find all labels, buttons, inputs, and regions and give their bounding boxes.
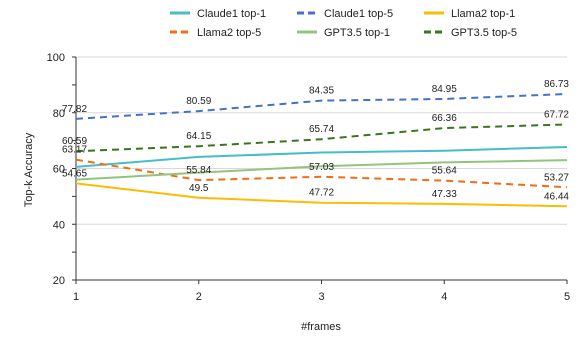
legend-item: Llama2 top-1 — [424, 8, 515, 20]
data-label: 46.44 — [544, 191, 569, 202]
data-label: 84.35 — [309, 86, 334, 97]
series-line — [75, 159, 568, 181]
y-tick-label: 80 — [53, 108, 65, 120]
legend: Claude1 top-1 Claude1 top-5 Llama2 top-1 Ll… — [170, 8, 517, 39]
legend-label: Claude1 top-1 — [197, 8, 266, 20]
data-label: 63.17 — [62, 145, 87, 156]
data-label: 54.65 — [62, 168, 87, 179]
legend-label: GPT3.5 top-1 — [324, 27, 390, 39]
data-label: 65.74 — [309, 124, 334, 135]
series-line — [75, 158, 568, 189]
legend-label: GPT3.5 top-5 — [451, 27, 517, 39]
data-labels: 77.82 80.59 84.35 84.95 86.73 54.65 49.5 47.72 4… — [62, 79, 569, 202]
legend-item: GPT3.5 top-5 — [424, 27, 517, 39]
legend-item: Llama2 top-5 — [170, 27, 261, 39]
data-label: 55.84 — [186, 165, 211, 176]
x-tick-label: 3 — [318, 291, 324, 303]
y-tick-label: 60 — [53, 164, 65, 176]
series-line — [75, 123, 568, 153]
data-label: 80.59 — [186, 96, 211, 107]
x-tick-label: 5 — [564, 291, 570, 303]
data-label: 57.03 — [309, 162, 334, 173]
legend-label: Llama2 top-5 — [197, 27, 261, 39]
data-label: 67.72 — [544, 109, 569, 120]
axes: 20 40 60 80 100 1 2 3 4 5 — [47, 52, 570, 303]
legend-label: Claude1 top-5 — [324, 8, 393, 20]
y-tick-label: 40 — [53, 219, 65, 231]
data-label: 47.72 — [309, 188, 334, 199]
series-line — [75, 92, 568, 120]
series-line — [75, 145, 568, 168]
data-label: 49.5 — [189, 183, 209, 194]
data-label: 60.59 — [62, 136, 87, 147]
legend-item: Claude1 top-5 — [297, 8, 393, 20]
data-label: 53.27 — [544, 172, 569, 183]
legend-item: GPT3.5 top-1 — [297, 27, 390, 39]
series-line — [75, 182, 568, 208]
y-axis-title: Top-k Accuracy — [23, 132, 35, 207]
y-tick-label: 20 — [53, 275, 65, 287]
data-label: 86.73 — [544, 79, 569, 90]
data-label: 84.95 — [432, 84, 457, 95]
data-label: 47.33 — [432, 189, 457, 200]
data-label: 66.36 — [432, 113, 457, 124]
data-label: 55.64 — [432, 166, 457, 177]
legend-item: Claude1 top-1 — [170, 8, 266, 20]
x-tick-label: 2 — [196, 291, 202, 303]
series-lines — [75, 92, 568, 208]
legend-label: Llama2 top-1 — [451, 8, 515, 20]
x-axis-title: #frames — [301, 321, 341, 333]
data-label: 64.15 — [186, 131, 211, 142]
y-tick-label: 100 — [47, 52, 65, 64]
x-tick-label: 1 — [73, 291, 79, 303]
x-tick-label: 4 — [441, 291, 447, 303]
data-label: 77.82 — [62, 104, 87, 115]
